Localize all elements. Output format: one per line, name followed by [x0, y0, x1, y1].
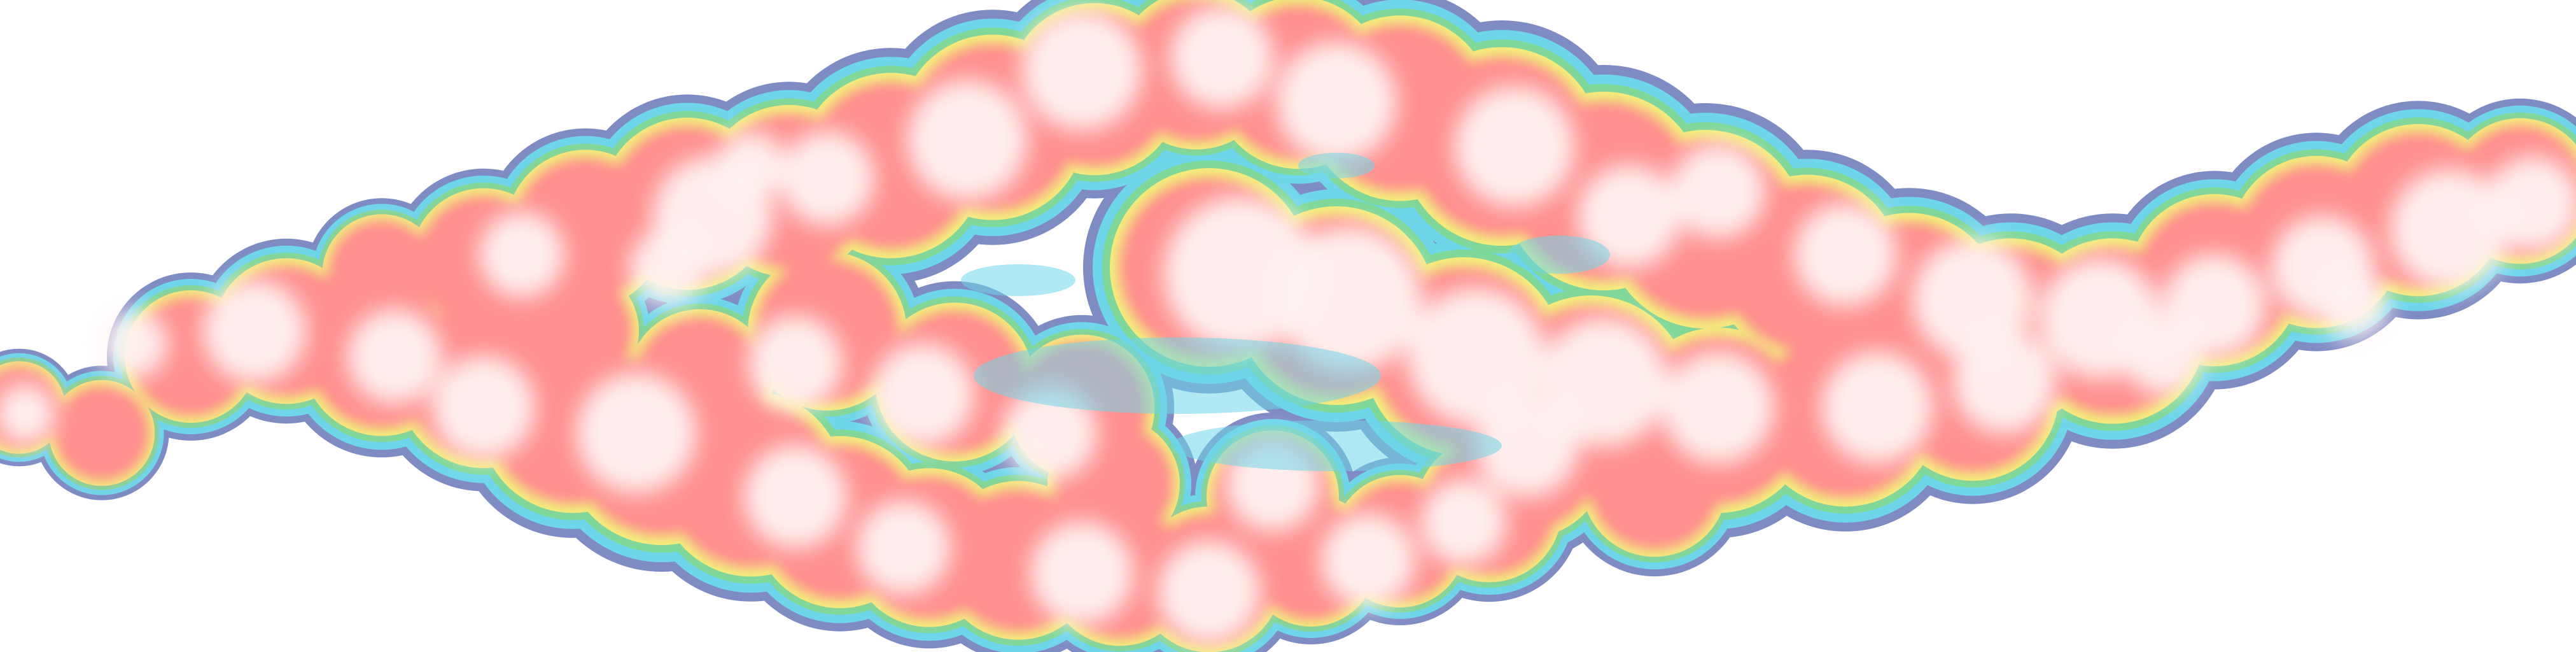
- core-blob: [871, 343, 974, 446]
- core-blob: [1821, 351, 1933, 464]
- core-blob: [203, 280, 306, 383]
- core-blob: [1276, 226, 1422, 372]
- core-blob: [744, 445, 847, 548]
- core-blob: [479, 211, 565, 298]
- core-blob: [2320, 271, 2389, 340]
- core-blob: [432, 356, 535, 459]
- hot-core-layer: [0, 6, 2576, 644]
- core-blob: [748, 315, 843, 411]
- core-blob: [2125, 318, 2202, 395]
- core-blob: [1953, 330, 2056, 434]
- void-ellipse: [961, 264, 1075, 296]
- core-blob: [717, 131, 785, 200]
- core-blob: [99, 309, 168, 378]
- interior-voids: [961, 153, 1610, 471]
- void-ellipse: [974, 337, 1381, 414]
- core-blob: [1030, 521, 1133, 625]
- core-blob: [1578, 165, 1681, 268]
- red-blob: [53, 385, 150, 481]
- core-blob: [1454, 86, 1575, 207]
- core-blob: [629, 229, 707, 306]
- core-blob: [1420, 479, 1507, 565]
- core-blob: [2390, 169, 2510, 290]
- core-blob: [1794, 203, 1897, 306]
- void-ellipse: [1298, 153, 1375, 178]
- void-ellipse: [1508, 236, 1610, 274]
- core-blob: [2485, 156, 2576, 252]
- core-blob: [576, 372, 697, 493]
- core-blob: [347, 309, 442, 404]
- red-blob: [513, 271, 633, 391]
- void-ellipse: [1171, 420, 1502, 471]
- core-blob: [0, 383, 56, 444]
- core-blob: [1021, 10, 1142, 131]
- core-blob: [1476, 394, 1579, 497]
- core-blob: [1539, 317, 1669, 447]
- red-blob: [328, 220, 436, 328]
- core-blob: [1662, 351, 1774, 464]
- core-blob: [1002, 385, 1098, 481]
- core-blob: [780, 131, 875, 226]
- core-blob: [1320, 513, 1416, 608]
- core-blob: [1670, 143, 1766, 239]
- core-blob: [856, 500, 951, 595]
- core-blob: [1170, 6, 1273, 109]
- core-blob: [1276, 41, 1397, 162]
- core-blob: [1912, 239, 2033, 360]
- core-blob: [1158, 541, 1261, 644]
- core-blob: [1408, 288, 1545, 425]
- core-blob: [907, 80, 1028, 201]
